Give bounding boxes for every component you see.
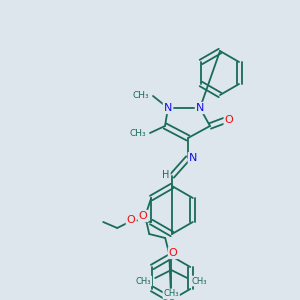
Text: CH₃: CH₃ <box>132 92 149 100</box>
Text: N: N <box>164 103 172 113</box>
Text: N: N <box>196 103 204 113</box>
Text: O: O <box>139 211 148 221</box>
Text: O: O <box>169 248 178 258</box>
Text: N: N <box>189 153 197 163</box>
Text: H: H <box>162 170 170 180</box>
Text: CH₃: CH₃ <box>136 277 151 286</box>
Text: CH₃: CH₃ <box>191 277 207 286</box>
Text: O: O <box>225 115 233 125</box>
Text: O: O <box>127 215 136 225</box>
Text: CH₃: CH₃ <box>164 290 179 298</box>
Text: CH₃: CH₃ <box>129 128 146 137</box>
